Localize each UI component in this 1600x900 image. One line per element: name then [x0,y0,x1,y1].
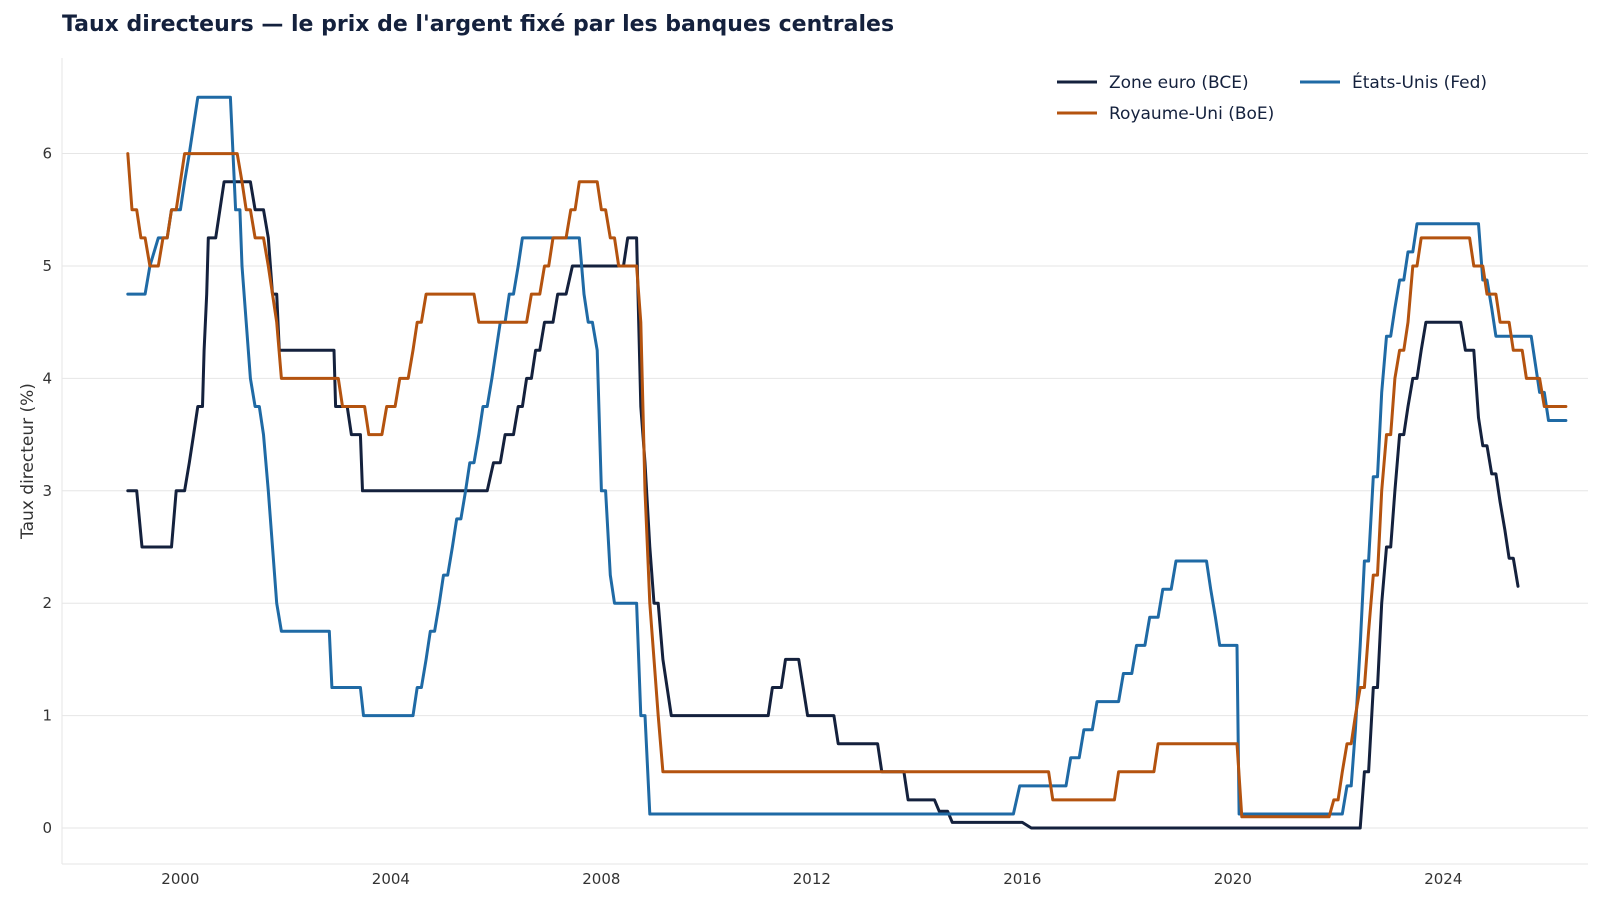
y-tick-labels: 0 1 2 3 4 5 6 [42,145,52,837]
x-tick-label: 2004 [372,870,410,888]
legend-label-0: Zone euro (BCE) [1109,73,1249,93]
series-lines [126,95,1568,830]
legend-label-1: États-Unis (Fed) [1352,71,1487,93]
x-tick-label: 2008 [582,870,620,888]
y-tick-label: 6 [42,145,52,163]
y-tick-label: 1 [42,707,52,725]
axes [61,58,1588,865]
legend-label-2: Royaume-Uni (BoE) [1109,104,1274,124]
x-tick-label: 2020 [1214,870,1252,888]
y-tick-label: 5 [42,257,52,275]
x-tick-label: 2012 [793,870,831,888]
series-line-2 [126,152,1568,819]
legend: Zone euro (BCE) États-Unis (Fed) Royaume-U… [1057,71,1487,124]
chart-title: Taux directeurs — le prix de l'argent fi… [62,12,895,37]
x-tick-label: 2000 [161,870,199,888]
y-tick-label: 3 [42,482,52,500]
series-line-0 [126,180,1520,830]
series-line-1 [126,95,1568,816]
x-tick-label: 2024 [1424,870,1462,888]
x-tick-label: 2016 [1003,870,1041,888]
x-tick-labels: 2000 2004 2008 2012 2016 2020 2024 [161,870,1462,888]
y-axis-label: Taux directeur (%) [18,383,38,540]
y-tick-label: 4 [42,369,52,387]
gridlines [62,153,1588,829]
y-tick-label: 0 [42,819,52,837]
y-tick-label: 2 [42,594,52,612]
